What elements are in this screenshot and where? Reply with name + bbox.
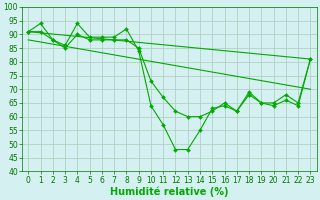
X-axis label: Humidité relative (%): Humidité relative (%): [110, 186, 228, 197]
